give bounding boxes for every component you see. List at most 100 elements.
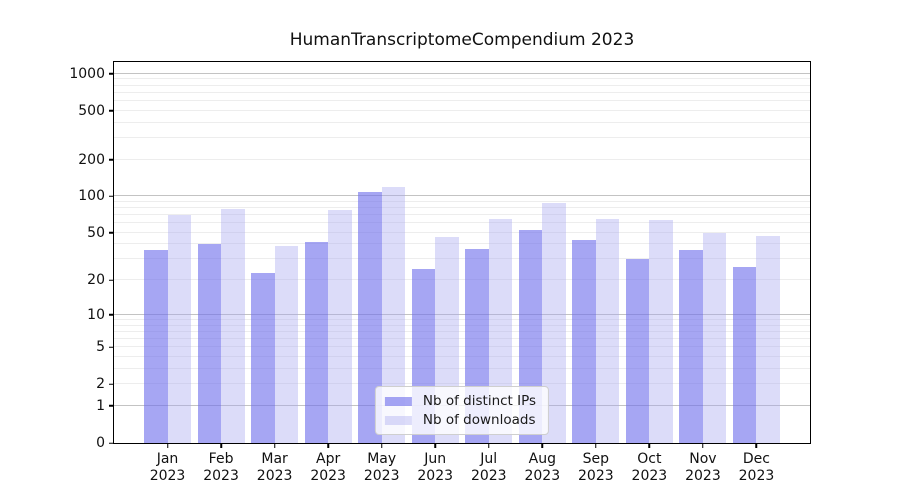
bar-nb-of-distinct-ips-nov: [679, 249, 703, 443]
y-tick-mark: [109, 72, 114, 75]
gridline-minor: [114, 78, 810, 80]
bar-nb-of-downloads-may: [381, 186, 406, 443]
x-tick-mark: [595, 443, 597, 448]
y-tick-mark: [109, 405, 114, 407]
bar-nb-of-downloads-apr: [328, 210, 352, 443]
y-tick-mark: [109, 314, 114, 316]
x-tick-month: Jan: [156, 451, 179, 467]
y-tick-mark: [109, 109, 114, 112]
x-tick-month: Apr: [316, 451, 341, 467]
x-tick-month: Dec: [742, 451, 770, 467]
gridline-major: [114, 313, 810, 315]
gridline-minor: [114, 355, 810, 357]
bar-nb-of-downloads-feb: [221, 208, 245, 443]
bar-nb-of-distinct-ips-sep: [572, 239, 596, 443]
x-tick-label: Jul 2023: [471, 451, 507, 484]
x-tick-mark: [541, 443, 544, 448]
y-tick-label: 1: [96, 397, 105, 414]
legend-item-downloads: Nb of downloads: [384, 412, 536, 428]
y-tick-mark: [109, 383, 114, 386]
y-tick-mark: [109, 232, 114, 234]
x-tick-label: Apr 2023: [310, 451, 346, 484]
gridline-minor: [114, 324, 810, 326]
x-tick-mark: [166, 443, 169, 448]
bar-nb-of-distinct-ips-dec: [732, 266, 757, 443]
gridline-minor: [114, 330, 810, 332]
x-tick-year: 2023: [524, 467, 561, 484]
gridline-minor: [114, 214, 810, 216]
x-tick-label: Feb 2023: [203, 451, 239, 484]
y-tick-label: 50: [87, 224, 105, 241]
chart-title: HumanTranscriptomeCompendium 2023: [289, 30, 635, 50]
x-tick-label: Mar 2023: [257, 451, 293, 484]
y-tick-label: 2: [96, 376, 105, 393]
x-tick-year: 2023: [685, 467, 721, 484]
gridline-minor: [114, 109, 810, 111]
y-tick-label: 200: [78, 151, 105, 168]
bar-nb-of-distinct-ips-jan: [144, 249, 168, 443]
x-tick-year: 2023: [363, 467, 400, 484]
x-tick-label: Jun 2023: [417, 451, 453, 484]
gridline-major: [114, 195, 810, 197]
x-tick-year: 2023: [417, 467, 454, 484]
y-tick-mark: [109, 442, 114, 444]
y-tick-label: 0: [96, 435, 105, 451]
gridline-minor: [114, 258, 810, 260]
x-tick-mark: [327, 443, 329, 448]
x-tick-month: Feb: [208, 451, 234, 467]
x-tick-label: Oct 2023: [632, 451, 668, 484]
gridline-major: [114, 72, 810, 74]
x-tick-mark: [434, 443, 436, 448]
gridline-minor: [114, 243, 810, 245]
x-tick-mark: [702, 443, 704, 448]
gridline-minor: [114, 367, 810, 369]
bar-nb-of-downloads-nov: [702, 232, 727, 443]
x-tick-month: May: [367, 451, 397, 467]
y-tick-label: 5: [96, 339, 105, 356]
gridline-minor: [114, 91, 810, 93]
x-tick-year: 2023: [256, 467, 293, 484]
x-tick-mark: [648, 443, 651, 448]
x-tick-year: 2023: [470, 467, 507, 484]
legend-label-distinct-ips: Nb of distinct IPs: [422, 393, 537, 409]
bar-nb-of-downloads-mar: [274, 245, 299, 443]
legend-item-distinct-ips: Nb of distinct IPs: [384, 393, 537, 409]
y-tick-label: 20: [87, 272, 105, 289]
gridline-minor: [114, 346, 810, 348]
plot-area: 0 1 2 5 10 20 50 100 200 500 1000 Jan 2023 Feb 2023 Ma…: [69, 61, 811, 484]
gridline-minor: [114, 136, 810, 138]
bar-nb-of-distinct-ips-feb: [197, 244, 222, 443]
x-tick-month: Nov: [689, 451, 717, 467]
gridline-minor: [114, 200, 810, 202]
bar-nb-of-distinct-ips-may: [358, 192, 382, 443]
x-tick-month: Sep: [582, 451, 610, 467]
x-tick-mark: [755, 443, 758, 448]
x-tick-label: Dec 2023: [739, 451, 775, 484]
y-tick-mark: [109, 279, 114, 281]
y-tick-label: 1000: [69, 65, 105, 82]
x-tick-label: Sep 2023: [578, 451, 614, 484]
y-tick-label: 10: [87, 306, 105, 323]
gridline-minor: [114, 337, 810, 339]
bar-nb-of-downloads-dec: [756, 236, 780, 443]
x-tick-month: Jul: [480, 451, 498, 467]
gridline-minor: [114, 99, 810, 101]
bar-nb-of-downloads-aug: [542, 203, 566, 443]
x-tick-month: Aug: [528, 451, 556, 467]
x-tick-mark: [488, 443, 490, 448]
x-tick-label: Aug 2023: [524, 451, 560, 484]
x-tick-year: 2023: [149, 467, 186, 484]
y-tick-label: 500: [78, 102, 105, 119]
gridline-minor: [114, 84, 810, 86]
x-tick-mark: [220, 443, 222, 448]
gridline-minor: [114, 207, 810, 209]
x-tick-mark: [380, 443, 383, 448]
bar-nb-of-distinct-ips-apr: [304, 241, 329, 443]
x-tick-year: 2023: [738, 467, 775, 484]
bar-nb-of-downloads-jan: [167, 215, 192, 443]
legend: Nb of distinct IPs Nb of downloads: [374, 386, 550, 435]
y-tick-label: 100: [78, 188, 105, 205]
x-tick-month: Oct: [637, 451, 662, 467]
y-tick-mark: [109, 195, 114, 198]
